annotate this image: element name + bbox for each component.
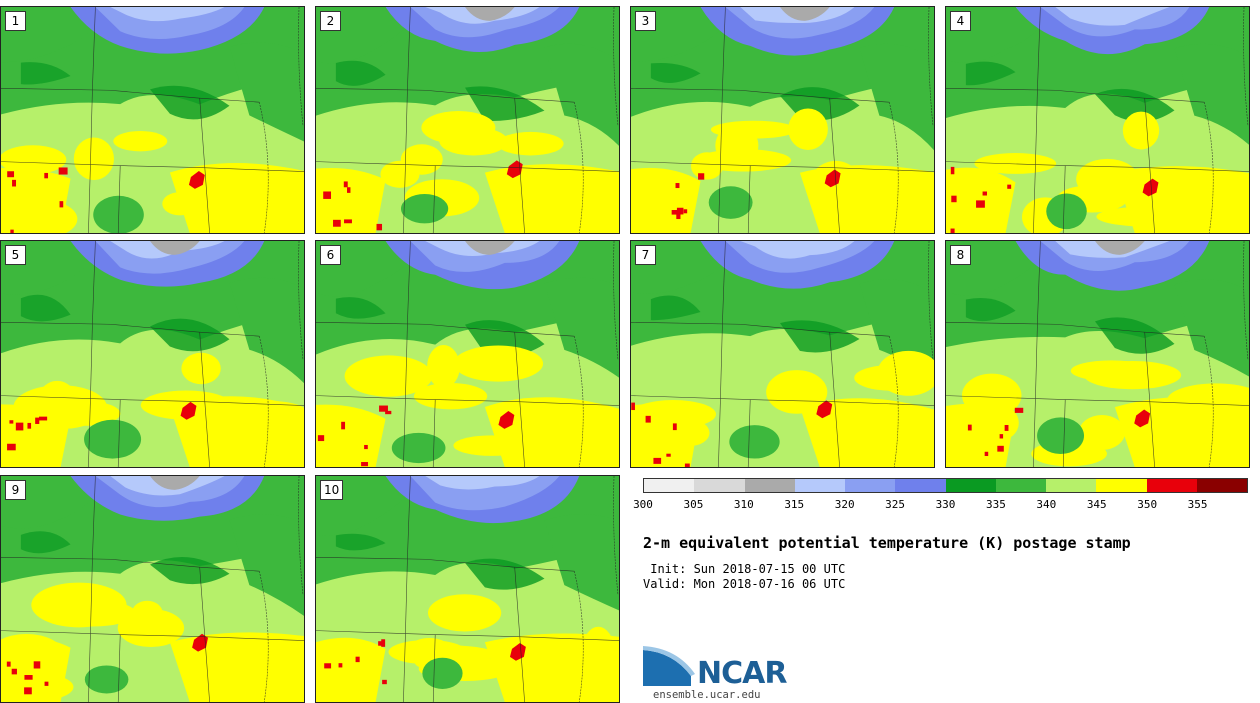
- colorbar-swatch: [794, 479, 845, 492]
- colorbar-swatch: [845, 479, 896, 492]
- ensemble-panel-7: 7: [630, 240, 935, 468]
- colorbar-swatch: [1146, 479, 1197, 492]
- chart-title: 2-m equivalent potential temperature (K)…: [643, 534, 1131, 552]
- valid-time: Valid: Mon 2018-07-16 06 UTC: [643, 577, 846, 591]
- map-field: [946, 241, 1249, 467]
- panel-label: 9: [5, 480, 26, 500]
- map-field: [316, 241, 619, 467]
- colorbar-swatch: [1096, 479, 1147, 492]
- panel-label: 7: [635, 245, 656, 265]
- ensemble-panel-4: 4: [945, 6, 1250, 234]
- ncar-logo-icon: [643, 646, 695, 686]
- ensemble-panel-8: 8: [945, 240, 1250, 468]
- colorbar-ticks: 300 305 310 315 320 325 330 335 340 345 350 355: [633, 498, 1248, 512]
- map-field: [1, 476, 304, 702]
- colorbar-swatch: [744, 479, 795, 492]
- colorbar-swatch: [644, 479, 695, 492]
- colorbar-tick-label: 310: [733, 498, 754, 511]
- map-field: [316, 7, 619, 233]
- map-field: [1, 7, 304, 233]
- colorbar-tick-label: 355: [1187, 498, 1208, 511]
- ensemble-panel-3: 3: [630, 6, 935, 234]
- map-field: [316, 476, 619, 702]
- panel-label: 5: [5, 245, 26, 265]
- website-url: ensemble.ucar.edu: [653, 689, 761, 701]
- init-time: Init: Sun 2018-07-15 00 UTC: [643, 562, 846, 576]
- colorbar: [643, 478, 1248, 493]
- map-field: [946, 7, 1249, 233]
- colorbar-swatch: [1046, 479, 1097, 492]
- panel-label: 2: [320, 11, 341, 31]
- panel-label: 3: [635, 11, 656, 31]
- colorbar-tick-label: 305: [683, 498, 704, 511]
- ensemble-panel-2: 2: [315, 6, 620, 234]
- colorbar-swatch: [694, 479, 745, 492]
- colorbar-tick-label: 350: [1137, 498, 1158, 511]
- logo-text: NCAR: [697, 656, 787, 691]
- panel-label: 6: [320, 245, 341, 265]
- colorbar-swatch: [945, 479, 996, 492]
- panel-label: 10: [320, 480, 344, 500]
- colorbar-tick-label: 300: [633, 498, 653, 511]
- colorbar-tick-label: 335: [985, 498, 1006, 511]
- colorbar-tick-label: 320: [834, 498, 855, 511]
- map-field: [631, 7, 934, 233]
- colorbar-swatch: [995, 479, 1046, 492]
- ensemble-panel-10: 10: [315, 475, 620, 703]
- map-field: [631, 241, 934, 467]
- ensemble-panel-9: 9: [0, 475, 305, 703]
- colorbar-tick-label: 325: [885, 498, 906, 511]
- colorbar-tick-label: 315: [784, 498, 805, 511]
- map-field: [1, 241, 304, 467]
- panel-label: 4: [950, 11, 971, 31]
- colorbar-tick-label: 340: [1036, 498, 1057, 511]
- panel-label: 1: [5, 11, 26, 31]
- colorbar-swatch: [895, 479, 946, 492]
- ensemble-panel-6: 6: [315, 240, 620, 468]
- ensemble-panel-1: 1: [0, 6, 305, 234]
- colorbar-tick-label: 345: [1086, 498, 1107, 511]
- colorbar-tick-label: 330: [935, 498, 956, 511]
- panel-label: 8: [950, 245, 971, 265]
- ensemble-panel-5: 5: [0, 240, 305, 468]
- colorbar-swatch: [1196, 479, 1247, 492]
